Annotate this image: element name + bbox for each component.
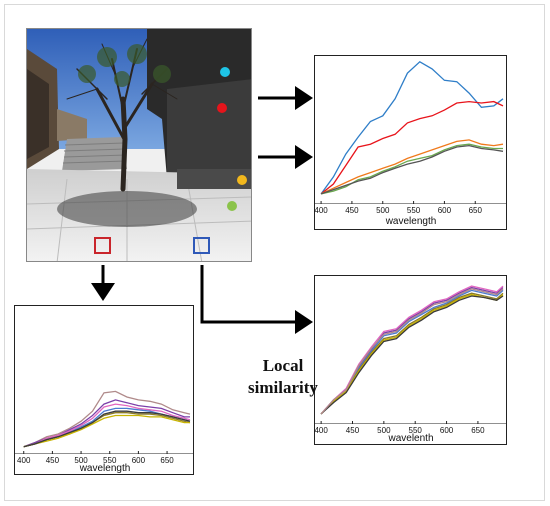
series-line-2 bbox=[320, 289, 504, 415]
x-tick-label: 500 bbox=[376, 206, 390, 215]
x-axis-label: wavelength bbox=[385, 216, 437, 227]
caption-line-2: similarity bbox=[248, 378, 318, 397]
x-tick-label: 400 bbox=[314, 426, 328, 435]
x-axis-label: wavelenth bbox=[388, 433, 434, 444]
series-line-5 bbox=[320, 295, 504, 415]
series-line-2 bbox=[320, 139, 504, 195]
series-line-2 bbox=[23, 403, 191, 448]
figure-frame bbox=[4, 4, 545, 501]
x-tick-label: 400 bbox=[17, 456, 31, 465]
green-marker-dot bbox=[227, 201, 237, 211]
series-line-0 bbox=[320, 60, 504, 195]
x-tick-label: 550 bbox=[408, 426, 422, 435]
x-tick-label: 500 bbox=[377, 426, 391, 435]
cyan-marker-dot bbox=[220, 67, 230, 77]
caption-line-1: Local bbox=[262, 356, 304, 375]
spectrum-plot-bottom-left: 400 450 500 550 600 650 wavelength bbox=[14, 305, 194, 475]
x-tick-label: 650 bbox=[468, 206, 482, 215]
series-line-4 bbox=[320, 144, 504, 195]
x-axis-label: wavelength bbox=[79, 463, 131, 474]
red-region-square bbox=[94, 237, 111, 254]
series-line-1 bbox=[320, 100, 504, 195]
x-tick-label: 600 bbox=[131, 456, 146, 465]
x-tick-label: 550 bbox=[406, 206, 421, 215]
x-tick-label: 450 bbox=[345, 426, 360, 435]
arrow-to-bottom-right-plot bbox=[200, 265, 313, 334]
local-similarity-caption: Local similarity bbox=[238, 355, 328, 399]
x-tick-label: 550 bbox=[103, 456, 117, 465]
blue-region-square bbox=[193, 237, 210, 254]
x-tick-label: 600 bbox=[439, 426, 454, 435]
scene-photo bbox=[26, 28, 252, 262]
spectrum-plot-bottom-right: 400 450 500 550 600 650 wavelenth bbox=[314, 275, 507, 445]
spectrum-plot-bottom-left-area bbox=[15, 390, 193, 454]
series-line-0 bbox=[23, 390, 191, 448]
x-tick-label: 400 bbox=[314, 206, 328, 215]
x-tick-label: 650 bbox=[471, 426, 485, 435]
x-tick-label: 600 bbox=[437, 206, 452, 215]
scene-illustration bbox=[27, 29, 251, 261]
series-line-6 bbox=[23, 410, 191, 448]
x-tick-label: 450 bbox=[345, 206, 359, 215]
spectrum-plot-top-right-area bbox=[315, 60, 506, 204]
x-tick-label: 450 bbox=[45, 456, 60, 465]
spectrum-plot-top-right: 400 450 500 550 600 650 wavelength bbox=[314, 55, 507, 230]
red-marker-dot bbox=[217, 103, 227, 113]
series-line-6 bbox=[320, 288, 504, 415]
series-line-5 bbox=[23, 414, 190, 448]
x-tick-label: 650 bbox=[160, 456, 174, 465]
spectrum-plot-bottom-right-area bbox=[315, 285, 506, 424]
series-line-4 bbox=[320, 293, 504, 415]
yellow-marker-dot bbox=[237, 175, 247, 185]
series-line-1 bbox=[320, 285, 504, 415]
x-tick-label: 500 bbox=[74, 456, 88, 465]
